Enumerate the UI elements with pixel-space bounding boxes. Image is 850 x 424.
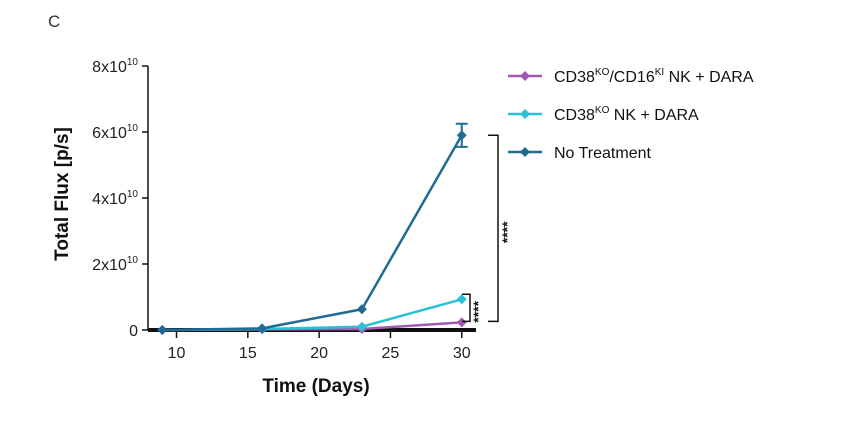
legend-label: CD38KO NK + DARA [554,105,699,124]
x-axis-title: Time (Days) [262,376,369,397]
y-tick-label: 4x1010 [92,189,138,208]
x-tick-label: 20 [310,345,328,362]
data-point [356,304,367,315]
significance-label: **** [470,300,486,322]
data-point [456,294,467,305]
legend-item-2: No Treatment [508,145,651,162]
x-tick-label: 30 [453,345,471,362]
series-layer [157,122,468,335]
data-point [257,323,268,334]
series-2 [157,122,468,335]
significance-label: **** [499,221,515,243]
panel-label: C [48,12,61,31]
legend-marker [520,109,530,119]
legend-label: No Treatment [554,145,651,162]
data-point [157,325,168,335]
y-tick-label: 6x1010 [92,123,138,142]
significance-bracket [462,293,471,323]
x-tick-label: 15 [239,345,257,362]
y-axis-title: Total Flux [p/s] [52,127,73,261]
significance-bracket [488,134,499,323]
legend: CD38KO/CD16KI NK + DARA CD38KO NK + DARA N… [508,67,754,162]
series-line [162,134,463,332]
y-tick-label: 8x1010 [92,57,138,76]
y-tick-label: 2x1010 [92,255,138,274]
data-point [356,321,367,332]
legend-item-0: CD38KO/CD16KI NK + DARA [508,67,754,86]
legend-marker [520,147,530,157]
legend-item-1: CD38KO NK + DARA [508,105,699,124]
legend-label: CD38KO/CD16KI NK + DARA [554,67,754,86]
legend-marker [520,71,530,81]
x-tick-label: 10 [168,345,186,362]
data-point [456,317,467,328]
y-tick-label: 0 [129,323,138,340]
x-tick-label: 25 [382,345,400,362]
significance-layer: **** **** [462,134,515,323]
data-point [456,130,467,141]
